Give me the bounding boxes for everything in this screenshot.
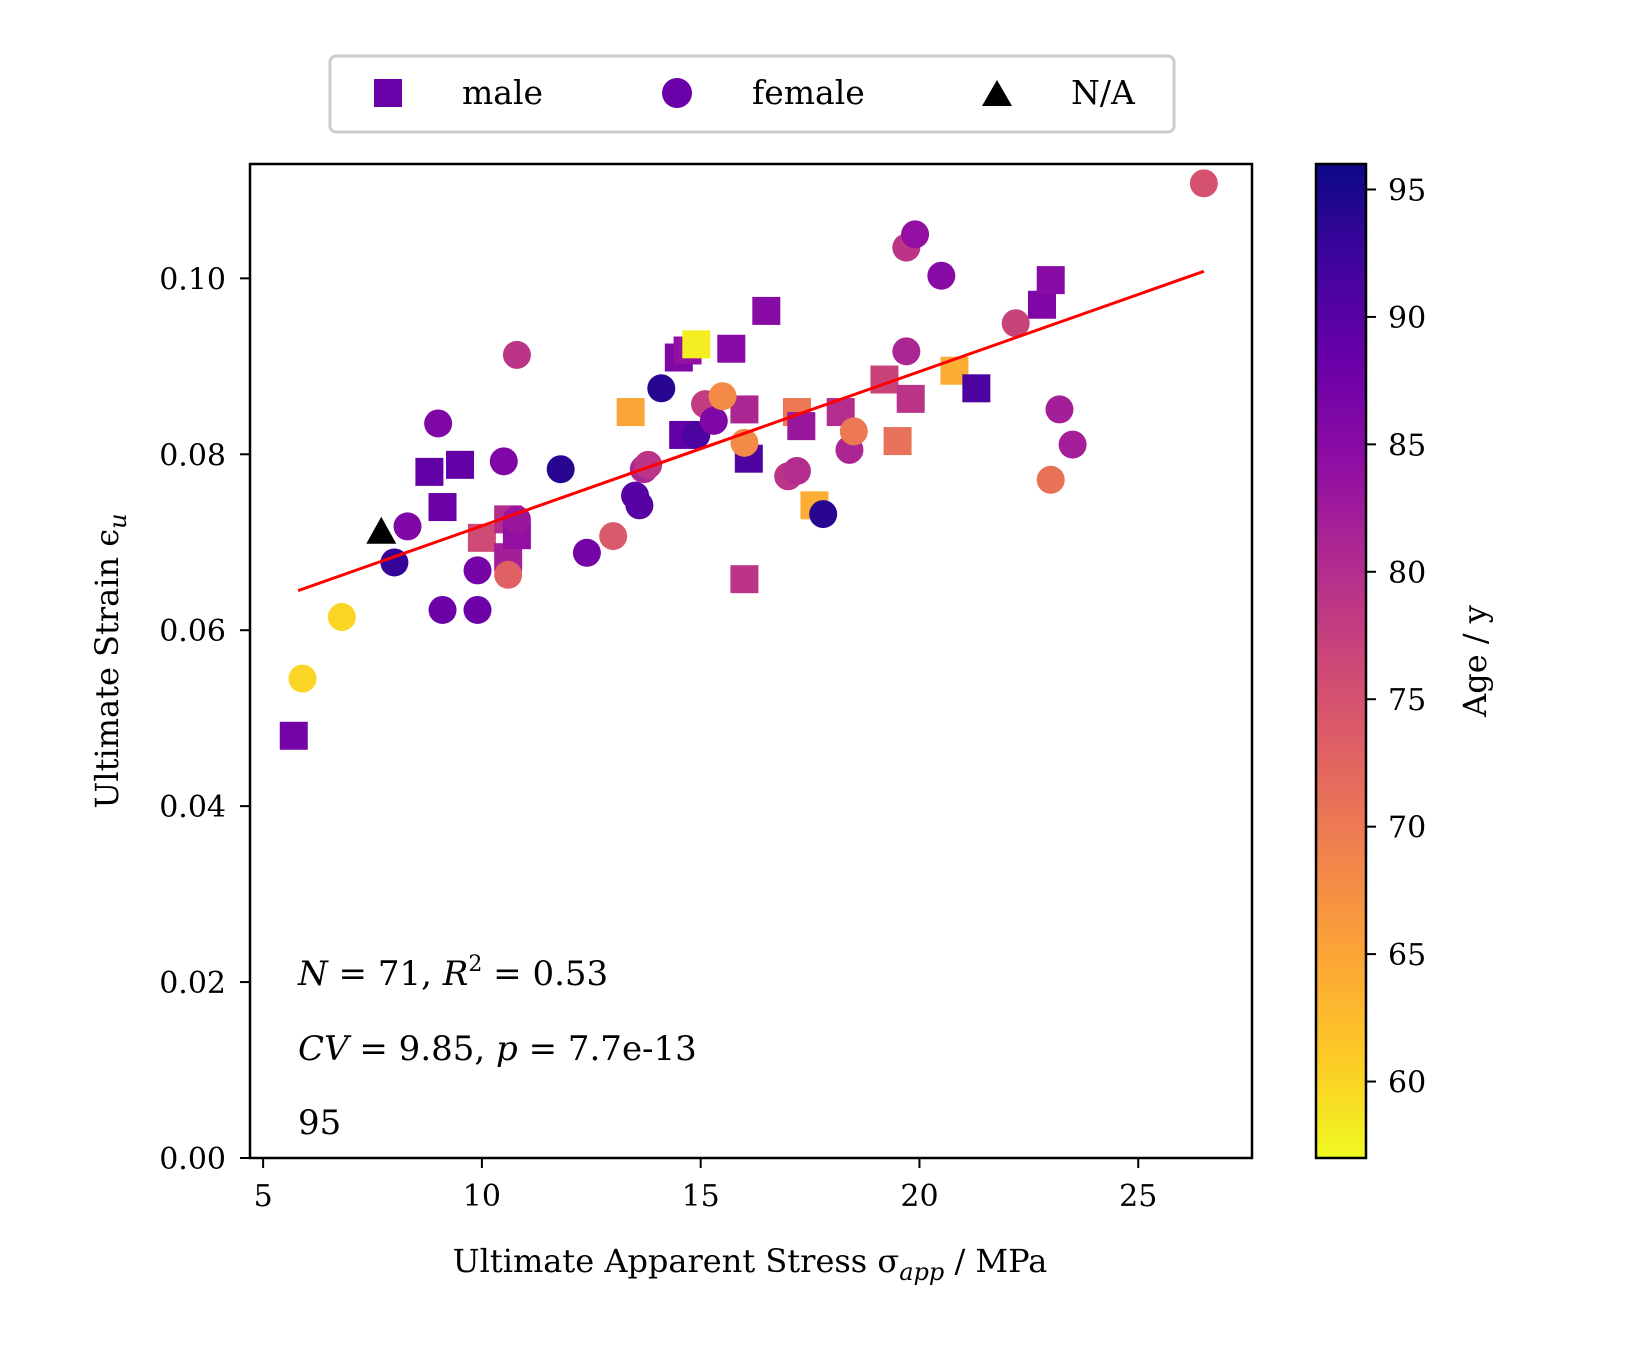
x-tick-label: 25 <box>1119 1179 1157 1214</box>
female-point <box>1036 465 1065 494</box>
male-point <box>962 374 991 403</box>
na-point <box>366 516 397 544</box>
colorbar: 60 65 70 75 80 85 90 95 Age / y <box>1314 162 1494 1160</box>
legend: male female N/A <box>328 54 1176 134</box>
female-point <box>428 595 457 624</box>
female-point <box>809 500 838 529</box>
legend-marker-na <box>982 80 1012 106</box>
plot-frame <box>248 162 1254 1160</box>
legend-marker-male <box>374 79 402 107</box>
male-point <box>616 398 645 427</box>
female-point <box>494 560 523 589</box>
female-point <box>708 382 737 411</box>
y-tick-label: 0.10 <box>159 262 226 297</box>
female-point <box>393 512 422 541</box>
y-tick-label: 0.06 <box>159 614 226 649</box>
male-point <box>1036 266 1065 295</box>
male-point <box>415 457 444 486</box>
female-point <box>463 595 492 624</box>
female-point <box>424 409 453 438</box>
colorbar-tick-label: 90 <box>1388 301 1426 336</box>
female-point <box>625 491 654 520</box>
colorbar-tick-label: 80 <box>1388 556 1426 591</box>
female-point <box>599 522 628 551</box>
annotation-extra: 95 <box>298 1103 341 1143</box>
female-point <box>634 450 663 479</box>
female-point <box>1058 430 1087 459</box>
y-tick-label: 0.08 <box>159 438 226 473</box>
female-point <box>502 340 531 369</box>
male-point <box>1027 290 1056 319</box>
y-axis-title: Ultimate Strain ϵu <box>88 513 132 808</box>
female-point <box>782 456 811 485</box>
male-point <box>730 565 759 594</box>
legend-marker-female <box>662 78 692 108</box>
male-point <box>883 427 912 456</box>
female-point <box>546 455 575 484</box>
legend-label-female: female <box>752 73 865 112</box>
colorbar-tick-label: 75 <box>1388 683 1426 718</box>
colorbar-tick-label: 65 <box>1388 938 1426 973</box>
colorbar-tick-label: 70 <box>1388 811 1426 846</box>
colorbar-ticks: 60 65 70 75 80 85 90 95 <box>1366 173 1426 1101</box>
legend-label-na: N/A <box>1071 73 1136 112</box>
colorbar-gradient <box>1314 162 1368 1160</box>
male-point <box>279 721 308 750</box>
colorbar-title: Age / y <box>1456 605 1494 718</box>
female-point <box>489 447 518 476</box>
male-point <box>428 493 457 522</box>
female-point <box>572 538 601 567</box>
annotation-cv-p: CV = 9.85, p = 7.7e-13 <box>298 1029 697 1069</box>
female-point <box>892 337 921 366</box>
x-axis: 5 10 15 20 25 <box>254 1158 1157 1214</box>
regression-line <box>297 269 1205 593</box>
x-tick-label: 10 <box>463 1179 501 1214</box>
legend-frame <box>328 54 1176 134</box>
female-point <box>288 664 317 693</box>
female-point <box>1045 395 1074 424</box>
female-point <box>327 603 356 632</box>
female-point <box>463 556 492 585</box>
plot-area <box>250 164 1252 1158</box>
y-tick-label: 0.04 <box>159 790 226 825</box>
female-point <box>927 261 956 290</box>
male-point <box>446 450 475 479</box>
legend-label-male: male <box>462 73 543 112</box>
male-point <box>682 330 711 359</box>
x-tick-label: 15 <box>682 1179 720 1214</box>
x-tick-label: 5 <box>254 1179 273 1214</box>
male-point <box>717 334 746 363</box>
female-point <box>839 417 868 446</box>
y-tick-label: 0.00 <box>159 1142 226 1177</box>
x-tick-label: 20 <box>900 1179 938 1214</box>
male-point <box>896 384 925 413</box>
colorbar-tick-label: 60 <box>1388 1066 1426 1101</box>
x-axis-title: Ultimate Apparent Stress σapp / MPa <box>453 1242 1048 1286</box>
female-point <box>699 406 728 435</box>
female-point <box>1189 169 1218 198</box>
colorbar-tick-label: 95 <box>1388 173 1426 208</box>
y-tick-label: 0.02 <box>159 966 226 1001</box>
female-point <box>1001 309 1030 338</box>
colorbar-tick-label: 85 <box>1388 428 1426 463</box>
male-point <box>752 296 781 325</box>
female-point <box>647 374 676 403</box>
female-point <box>901 220 930 249</box>
y-axis: 0.00 0.02 0.04 0.06 0.08 0.10 <box>159 262 250 1177</box>
annotation-n-r2: N = 71, R2 = 0.53 <box>297 952 608 994</box>
